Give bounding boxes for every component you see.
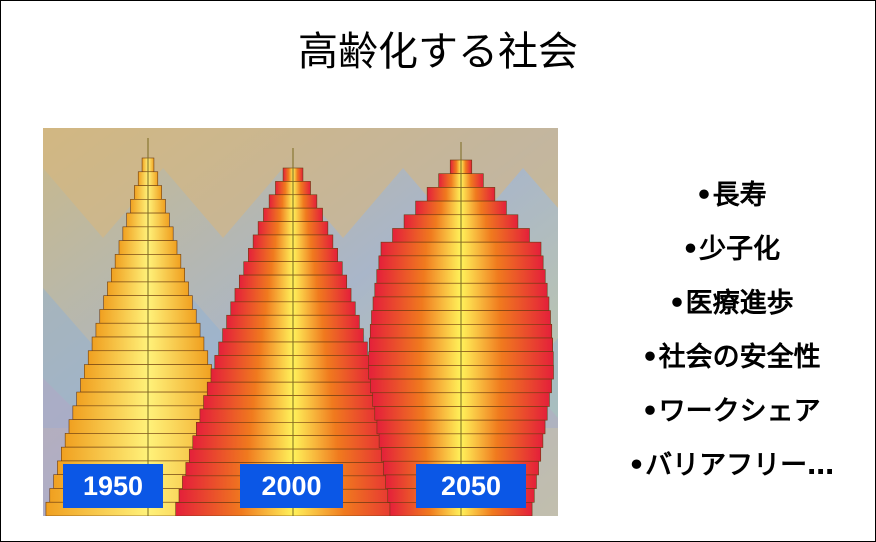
year-label-2050: 2050 bbox=[416, 464, 526, 508]
year-label-2000: 2000 bbox=[240, 464, 343, 508]
population-pyramids-image: 1950 2000 2050 bbox=[43, 128, 558, 516]
bullet-item: •少子化 bbox=[681, 234, 781, 265]
bullet-item: •バリアフリー… bbox=[627, 450, 835, 481]
bullet-item: •ワークシェア bbox=[641, 396, 821, 427]
bullet-list: •長寿 •少子化 •医療進歩 •社会の安全性 •ワークシェア •バリアフリー… bbox=[591, 169, 871, 493]
bullet-item: •医療進歩 bbox=[668, 288, 794, 319]
bullet-item: •社会の安全性 bbox=[641, 342, 821, 373]
pyramid-2000 bbox=[175, 148, 411, 516]
slide-title: 高齢化する社会 bbox=[298, 29, 578, 75]
year-label-1950: 1950 bbox=[63, 464, 163, 508]
bullet-item: •長寿 bbox=[695, 180, 767, 211]
pyramid-illustration bbox=[43, 128, 558, 516]
pyramid-2050 bbox=[368, 142, 554, 516]
